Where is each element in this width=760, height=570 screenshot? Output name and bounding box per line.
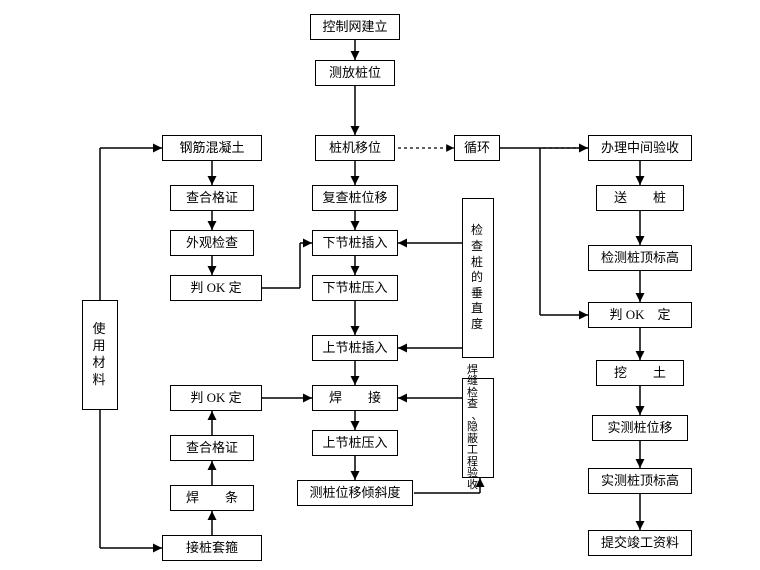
node-weld: 焊 接 — [312, 385, 398, 411]
node-ok-2: 判 OK 定 — [170, 385, 262, 411]
node-ok-1: 判 OK 定 — [170, 275, 262, 301]
node-check-cert-2: 查合格证 — [170, 435, 254, 461]
node-measure-top: 实测桩顶标高 — [588, 468, 692, 494]
node-visual-check: 外观检查 — [170, 230, 254, 256]
node-check-vertical: 检查桩的垂直度 — [462, 198, 494, 358]
node-excavate: 挖 土 — [596, 360, 684, 386]
node-splice-collar: 接桩套箍 — [162, 535, 262, 561]
node-control-net: 控制网建立 — [310, 14, 400, 40]
node-upper-press: 上节桩压入 — [312, 430, 398, 456]
node-recheck-pos: 复查桩位移 — [312, 185, 398, 211]
node-set-pile-pos: 测放桩位 — [315, 60, 395, 86]
flowchart-canvas: 控制网建立 测放桩位 桩机移位 复查桩位移 下节桩插入 下节桩压入 上节桩插入 … — [0, 0, 760, 570]
node-upper-insert: 上节桩插入 — [312, 335, 398, 361]
node-check-top: 检测桩顶标高 — [588, 245, 692, 271]
node-lower-press: 下节桩压入 — [312, 275, 398, 301]
node-ok-3: 判 OK 定 — [588, 302, 692, 328]
node-machine-move: 桩机移位 — [315, 135, 395, 161]
node-mid-accept: 办理中间验收 — [588, 135, 692, 161]
node-rebar-concrete: 钢筋混凝土 — [162, 135, 262, 161]
node-loop: 循环 — [454, 135, 500, 161]
node-send-pile: 送 桩 — [596, 185, 684, 211]
node-submit-docs: 提交竣工资料 — [588, 530, 692, 556]
node-materials: 使用材料 — [82, 300, 118, 410]
node-weld-inspect: 焊缝检查、隐蔽工程验收 — [462, 378, 494, 478]
node-measure-tilt: 测桩位移倾斜度 — [297, 480, 413, 506]
node-check-cert-1: 查合格证 — [170, 185, 254, 211]
node-weld-rod: 焊 条 — [170, 485, 254, 511]
node-lower-insert: 下节桩插入 — [312, 230, 398, 256]
node-measure-pos: 实测桩位移 — [592, 415, 688, 441]
